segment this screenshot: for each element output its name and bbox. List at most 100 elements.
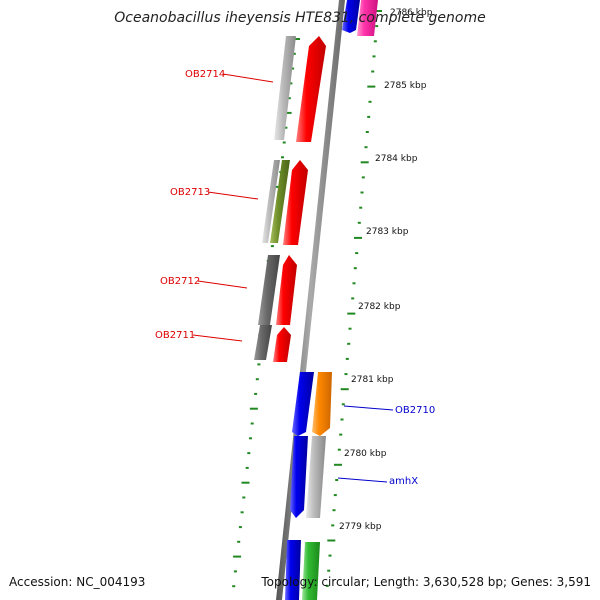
gene-ob2711-reverse-block <box>254 325 272 360</box>
track-dot <box>292 52 296 55</box>
track-dot <box>368 100 372 103</box>
ob2713-leader-line <box>207 191 259 200</box>
track-dot <box>344 373 348 376</box>
kbp-label-2780: 2780 kbp <box>344 449 387 459</box>
track-dot <box>291 67 295 70</box>
kbp-label-2783: 2783 kbp <box>366 227 409 237</box>
ob2713-label: OB2713 <box>170 187 210 198</box>
track-dot <box>351 297 355 300</box>
track-dot <box>365 131 369 133</box>
track-dot <box>328 554 332 557</box>
ob2710-leader-line <box>343 405 394 411</box>
amhx-leader-line <box>337 477 388 483</box>
track-dot <box>347 312 356 315</box>
track-dot <box>325 584 329 587</box>
ob2712-leader-line <box>197 280 248 289</box>
track-dot <box>327 539 336 542</box>
track-dot <box>367 115 371 118</box>
track-dot <box>357 221 361 224</box>
track-dot <box>334 463 342 466</box>
ob2714-leader-line <box>222 73 274 83</box>
track-dot <box>233 570 237 573</box>
track-dot <box>292 38 300 40</box>
track-dot <box>352 282 356 285</box>
ob2711-leader-line <box>192 334 243 342</box>
track-dot <box>341 403 345 406</box>
track-dot <box>372 55 376 58</box>
track-dot <box>354 236 362 239</box>
reverse-strand-features <box>254 36 296 360</box>
track-dot <box>339 433 343 436</box>
track-dot <box>359 206 363 209</box>
track-dot <box>237 540 241 543</box>
track-dot <box>250 422 254 425</box>
genome-title: Oceanobacillus iheyensis HTE831, complet… <box>114 10 486 26</box>
track-dot <box>289 82 293 85</box>
track-dot <box>337 448 341 451</box>
gene-ob2714-arrow <box>296 36 326 142</box>
track-dot <box>373 40 377 43</box>
gene-top-blue-arrow <box>342 0 360 33</box>
track-dot <box>283 111 292 114</box>
track-dot <box>332 509 336 512</box>
track-dot <box>374 10 382 12</box>
track-dot <box>340 418 344 421</box>
ob2710-label: OB2710 <box>395 405 435 416</box>
track-dot <box>232 585 236 588</box>
track-dot <box>347 342 351 345</box>
track-dot <box>233 555 242 558</box>
gene-ob2713-arrow <box>283 160 308 245</box>
gene-ob2713-reverse-block-a <box>262 160 280 243</box>
track-dot <box>240 511 244 514</box>
kbp-label-2784: 2784 kbp <box>375 154 418 164</box>
track-dot <box>281 156 284 159</box>
track-dot <box>241 481 250 484</box>
track-dot <box>238 526 242 529</box>
gene-ob2710-blue-block <box>292 372 314 436</box>
track-dot <box>284 126 288 129</box>
gene-ob2714-reverse-block <box>274 36 296 140</box>
track-dot <box>282 141 286 144</box>
track-dot <box>333 494 337 497</box>
track-dot <box>371 70 375 73</box>
track-dot <box>247 452 251 455</box>
amhx-label: amhX <box>389 476 418 487</box>
track-dot <box>367 85 376 88</box>
kbp-label-2781: 2781 kbp <box>351 375 394 385</box>
track-dot <box>355 252 359 255</box>
track-dot <box>257 363 261 366</box>
track-dot <box>348 327 352 330</box>
track-dot <box>249 407 258 410</box>
track-dot <box>340 388 349 391</box>
gene-ob2712-arrow <box>276 255 297 325</box>
kbp-label-2779: 2779 kbp <box>339 522 382 532</box>
gene-bottom-blue-block <box>285 540 301 600</box>
gene-labels: OB2714 OB2713 OB2712 OB2711 OB2710 amhX <box>155 69 435 487</box>
track-dot <box>270 245 274 248</box>
ob2712-label: OB2712 <box>160 276 200 287</box>
kbp-scale: 2786 kbp 2785 kbp 2784 kbp 2783 kbp 2782… <box>339 8 433 532</box>
track-dot <box>360 161 369 164</box>
accession-text: Accession: NC_004193 <box>9 575 146 589</box>
topology-text: Topology: circular; Length: 3,630,528 bp… <box>261 575 591 589</box>
gene-amhx-blue-arrow <box>290 436 308 518</box>
gene-amhx-gray-block <box>306 436 326 518</box>
track-dot <box>360 191 364 194</box>
track-dot <box>242 496 246 499</box>
track-dot <box>331 524 335 527</box>
track-dot <box>361 176 365 179</box>
track-dot <box>245 466 249 469</box>
track-dot <box>287 97 291 100</box>
track-dot <box>364 146 368 149</box>
kbp-label-2785: 2785 kbp <box>384 81 427 91</box>
ob2714-label: OB2714 <box>185 69 225 80</box>
kbp-label-2786: 2786 kbp <box>390 8 433 18</box>
gene-ob2712-reverse-block <box>258 255 280 325</box>
gene-ob2710-orange-arrow <box>312 372 332 436</box>
track-dot <box>375 25 379 28</box>
gene-bottom-green-block <box>302 542 320 600</box>
kbp-label-2782: 2782 kbp <box>358 302 401 312</box>
gene-ob2713-reverse-block-b <box>270 160 290 243</box>
track-dot <box>249 437 252 440</box>
